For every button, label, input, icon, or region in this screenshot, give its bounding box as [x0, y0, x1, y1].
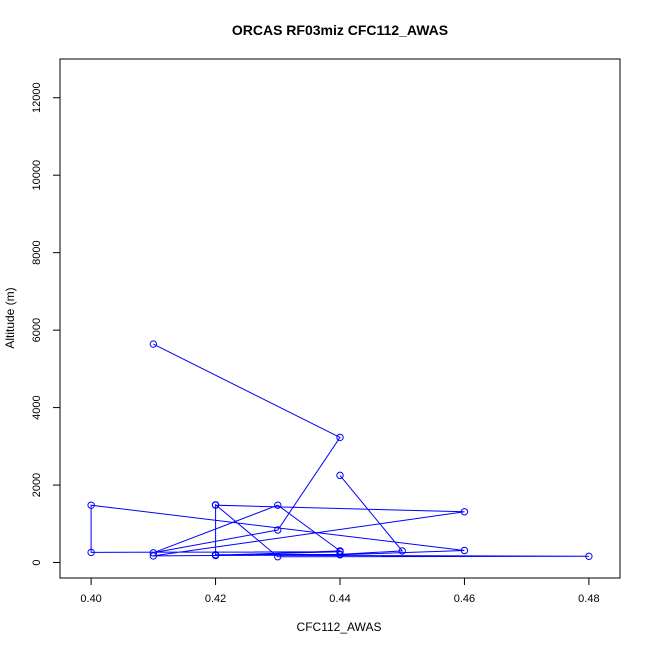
data-point: [211, 551, 220, 559]
x-tick-label: 0.44: [329, 593, 350, 605]
y-tick-label: 12000: [31, 82, 43, 113]
data-point: [274, 552, 282, 561]
y-tick-label: 4000: [31, 395, 43, 419]
y-tick-label: 6000: [31, 318, 43, 342]
series-layer: [87, 340, 593, 561]
y-tick-label: 8000: [31, 240, 43, 264]
x-axis: 0.40 0.42 0.44 0.46 0.48: [80, 578, 600, 605]
data-point: [211, 501, 220, 509]
data-point: [460, 546, 469, 555]
plot-frame: [59, 58, 621, 579]
data-point: [336, 433, 344, 442]
data-point: [149, 552, 158, 560]
y-tick-label: 0: [31, 559, 43, 565]
data-point: [149, 549, 158, 557]
x-tick-label: 0.42: [205, 593, 226, 605]
data-point: [460, 508, 469, 516]
data-point: [336, 547, 344, 556]
y-axis-label: Altitude (m): [3, 287, 17, 348]
data-point: [149, 340, 158, 348]
y-axis: 0 2000 4000 6000 8000 10000 12000: [31, 82, 60, 566]
y-tick-label: 10000: [31, 160, 43, 191]
x-tick-label: 0.48: [578, 593, 599, 605]
data-point: [274, 526, 282, 534]
data-point: [87, 501, 95, 509]
x-axis-label: CFC112_AWAS: [297, 620, 382, 634]
data-point: [274, 501, 282, 509]
data-point: [398, 547, 406, 555]
data-point: [336, 471, 344, 480]
chart-title: ORCAS RF03miz CFC112_AWAS: [232, 22, 448, 38]
data-point: [585, 552, 593, 561]
x-tick-label: 0.46: [454, 593, 475, 605]
series-line: [90, 343, 589, 558]
data-point: [336, 550, 344, 559]
x-tick-label: 0.40: [80, 593, 101, 605]
y-tick-label: 2000: [31, 473, 43, 497]
data-point: [87, 548, 95, 557]
